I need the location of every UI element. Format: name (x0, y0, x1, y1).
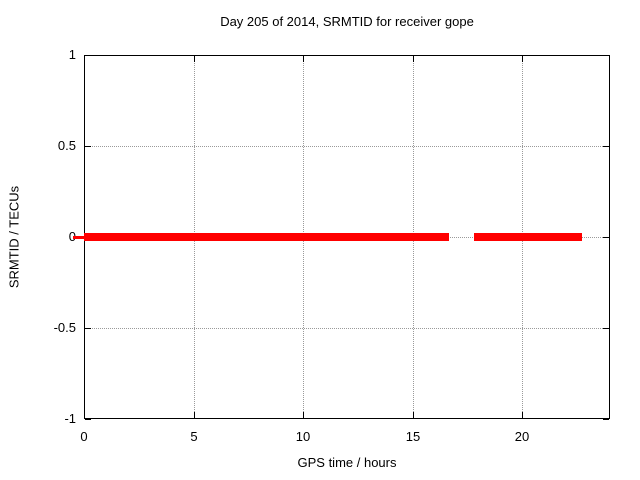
x-tick-label: 20 (514, 429, 530, 444)
x-tick-label: 0 (80, 429, 88, 444)
right-tick-mark (603, 328, 609, 329)
top-tick-mark (413, 56, 414, 62)
x-axis-label: GPS time / hours (297, 455, 397, 470)
y-tick-label: 0 (30, 229, 76, 245)
y-tick-label: 1 (68, 47, 76, 62)
x-tick-label: 15 (405, 429, 421, 444)
data-line-segment (474, 233, 582, 241)
right-tick-mark (603, 146, 609, 147)
right-tick-mark (603, 55, 609, 56)
left-tick-mark (85, 55, 91, 56)
x-tick-label: 10 (295, 429, 311, 444)
left-tick-mark (85, 419, 91, 420)
right-tick-mark (603, 419, 609, 420)
bottom-tick-mark (413, 412, 414, 418)
bottom-tick-mark (522, 412, 523, 418)
y-tick-label: -0.5 (53, 320, 76, 335)
horizontal-gridline (85, 146, 609, 147)
top-tick-mark (522, 56, 523, 62)
left-tick-mark (85, 328, 91, 329)
y-tick-label: 0.5 (57, 138, 76, 153)
horizontal-gridline (85, 328, 609, 329)
right-tick-mark (603, 237, 609, 238)
x-tick-label: 5 (190, 429, 198, 444)
data-line-edge-dash (73, 236, 84, 239)
left-tick-mark (85, 146, 91, 147)
y-tick-label: -1 (64, 411, 76, 426)
y-axis-label: SRMTID / TECUs (6, 185, 22, 289)
bottom-tick-mark (303, 412, 304, 418)
top-tick-mark (194, 56, 195, 62)
data-line-segment (84, 233, 449, 241)
chart-title: Day 205 of 2014, SRMTID for receiver gop… (220, 14, 474, 29)
top-tick-mark (84, 56, 85, 62)
bottom-tick-mark (194, 412, 195, 418)
bottom-tick-mark (84, 412, 85, 418)
top-tick-mark (303, 56, 304, 62)
